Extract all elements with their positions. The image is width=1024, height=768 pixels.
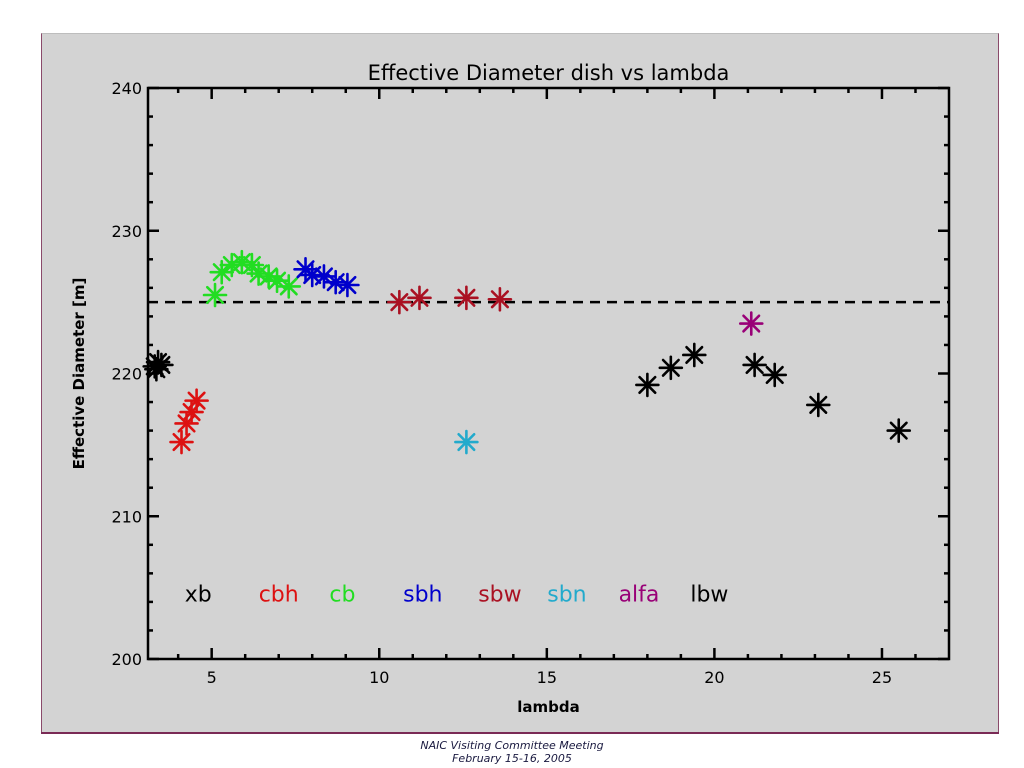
marker-stroke: [259, 267, 278, 286]
marker-stroke: [249, 264, 268, 283]
x-tick-label: 10: [369, 668, 389, 687]
marker-stroke: [685, 345, 704, 365]
legend-label-alfa: alfa: [619, 582, 660, 607]
marker-stroke: [457, 288, 476, 307]
marker-stroke: [242, 255, 261, 275]
plot-panel: [41, 33, 999, 733]
point-cb: [276, 274, 302, 299]
marker-stroke: [742, 314, 761, 333]
marker-stroke: [172, 432, 191, 452]
legend-label-cb: cb: [329, 582, 355, 607]
legend-label-sbn: sbn: [547, 582, 586, 607]
marker-stroke: [338, 275, 357, 295]
marker-stroke: [809, 395, 828, 414]
point-xb: [144, 356, 169, 382]
marker-stroke: [205, 285, 225, 305]
point-lbw: [886, 418, 912, 443]
marker-stroke: [638, 375, 657, 394]
legend-label-xb: xb: [185, 582, 212, 607]
marker-stroke: [390, 293, 409, 312]
y-tick-label: 240: [111, 79, 142, 98]
marker-stroke: [222, 255, 241, 275]
plot-frame: [146, 86, 951, 661]
point-sbh: [335, 272, 360, 298]
marker-stroke: [232, 253, 251, 272]
point-lbw: [635, 372, 660, 398]
panel-bottom-rule: [41, 732, 999, 734]
y-tick-label: 200: [111, 650, 142, 669]
point-lbw: [762, 362, 788, 388]
point-sbw: [387, 289, 412, 315]
point-sbw: [454, 285, 479, 311]
marker-stroke: [147, 360, 166, 379]
x-tick-label: 25: [872, 668, 892, 687]
marker-stroke: [457, 432, 476, 452]
x-axis-label: lambda: [517, 698, 580, 716]
y-axis-label: Effective Diameter [m]: [70, 278, 88, 470]
y-tick-label: 220: [111, 365, 142, 384]
point-sbw: [407, 285, 432, 311]
y-tick-label: 230: [111, 222, 142, 241]
footer-meeting-date: February 15-16, 2005: [452, 752, 572, 765]
point-cb: [209, 259, 235, 285]
legend-label-cbh: cbh: [259, 582, 299, 607]
point-cbh: [184, 388, 209, 413]
point-sbn: [454, 429, 479, 455]
point-lbw: [805, 392, 831, 418]
legend-label-lbw: lbw: [690, 582, 728, 607]
point-sbh: [299, 262, 325, 288]
point-cbh: [169, 429, 194, 455]
point-lbw: [681, 342, 707, 368]
marker-stroke: [314, 267, 334, 286]
marker-stroke: [267, 271, 287, 290]
x-tick-label: 20: [704, 668, 724, 687]
point-alfa: [738, 311, 764, 336]
point-lbw: [658, 355, 684, 381]
chart-title: Effective Diameter dish vs lambda: [368, 61, 730, 85]
marker-stroke: [765, 365, 784, 385]
x-tick-label: 15: [537, 668, 557, 687]
legend-label-sbh: sbh: [403, 582, 442, 607]
marker-stroke: [661, 358, 680, 377]
x-tick-label: 5: [207, 668, 217, 687]
point-cb: [202, 282, 228, 308]
marker-stroke: [187, 391, 206, 410]
legend-label-sbw: sbw: [478, 582, 521, 607]
point-lbw: [742, 352, 767, 378]
y-tick-label: 210: [111, 507, 142, 526]
footer-meeting-title: NAIC Visiting Committee Meeting: [420, 739, 604, 752]
marker-stroke: [745, 355, 764, 375]
marker-stroke: [212, 263, 231, 282]
marker-stroke: [410, 288, 429, 307]
marker-stroke: [889, 421, 908, 440]
point-sbw: [487, 286, 513, 312]
marker-stroke: [279, 277, 298, 296]
marker-stroke: [490, 290, 509, 309]
